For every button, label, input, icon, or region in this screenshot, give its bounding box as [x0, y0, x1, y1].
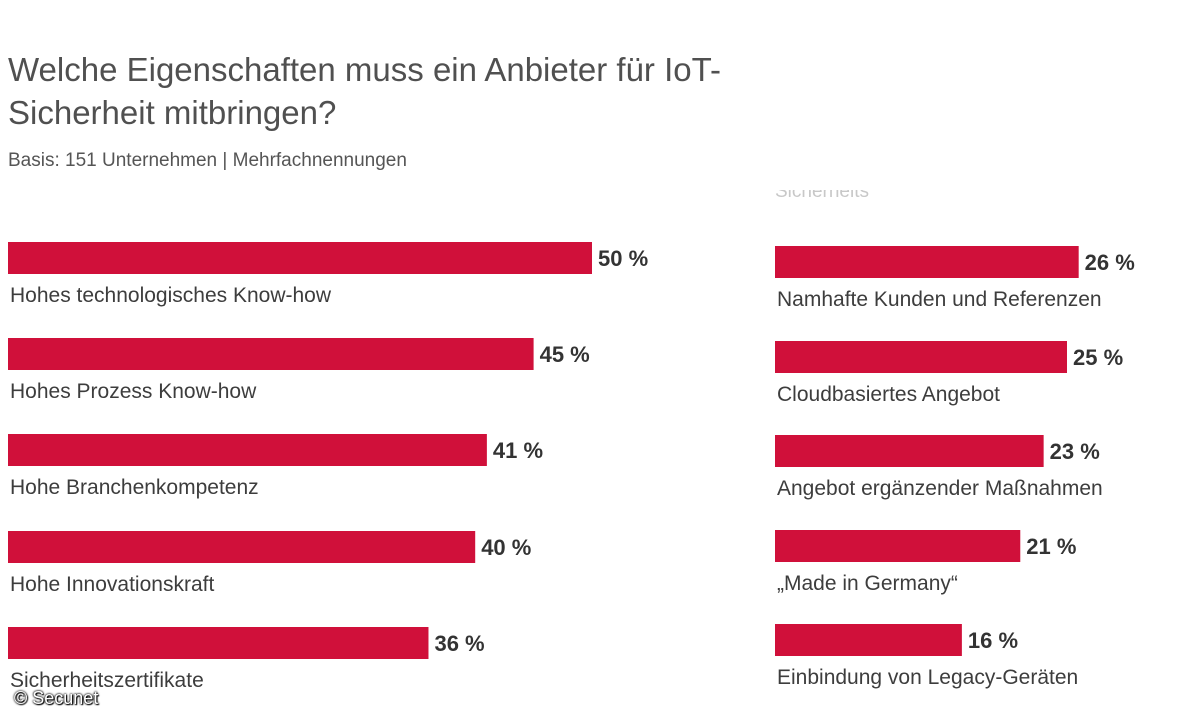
bar: [8, 627, 429, 659]
bar-value-label: 41 %: [493, 438, 543, 463]
bar-value-label: 23 %: [1050, 439, 1100, 464]
bar-value-label: 21 %: [1026, 534, 1076, 559]
copyright-notice: © Secunet: [14, 688, 99, 708]
bar-category-label: Einbindung von Legacy-Geräten: [777, 666, 1078, 689]
bar: [775, 624, 962, 656]
bar: [775, 530, 1021, 562]
bar-value-label: 40 %: [481, 535, 531, 560]
bar-category-label: Hohes Prozess Know-how: [10, 380, 257, 403]
bar-category-label: Cloudbasiertes Angebot: [777, 383, 1000, 406]
bar: [8, 434, 487, 466]
bar: [8, 338, 534, 370]
bar-value-label: 50 %: [598, 246, 648, 271]
bar: [775, 341, 1067, 373]
bar-category-label: Hohe Branchenkompetenz: [10, 476, 259, 499]
bar-value-label: 16 %: [968, 628, 1018, 653]
chart-title: Welche Eigenschaften muss ein Anbieter f…: [8, 51, 721, 131]
bar-category-label: Hohe Innovationskraft: [10, 573, 214, 596]
bar-value-label: 25 %: [1073, 345, 1123, 370]
bar-category-label: Hohes technologisches Know-how: [10, 284, 332, 307]
bar-value-label: 45 %: [540, 342, 590, 367]
bar-category-label: „Made in Germany“: [777, 572, 958, 595]
bar-value-label: 26 %: [1085, 250, 1135, 275]
bar: [775, 246, 1079, 278]
bar-value-label: 36 %: [434, 631, 484, 656]
chart-subtitle: Basis: 151 Unternehmen | Mehrfachnennung…: [8, 150, 407, 171]
bar-category-label: Sicherheitszertifikate: [10, 669, 204, 692]
bar: [8, 531, 476, 563]
bar: [775, 435, 1044, 467]
bar-category-label: Angebot ergänzender Maßnahmen: [777, 477, 1103, 500]
cropped-text-fragment: Sicherheits: [775, 190, 869, 202]
bar-category-label: Namhafte Kunden und Referenzen: [777, 288, 1102, 311]
bar: [8, 242, 592, 274]
